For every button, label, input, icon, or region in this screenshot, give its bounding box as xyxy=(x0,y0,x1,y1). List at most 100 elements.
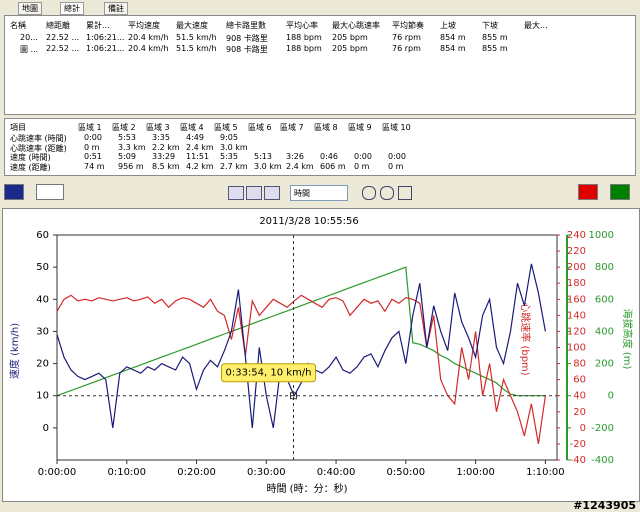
table-cell: 5:53 xyxy=(118,133,136,142)
y3-tick-label: 200 xyxy=(595,359,614,370)
table-cell: 0:00 xyxy=(388,152,406,161)
column-header: 平均節奏 xyxy=(392,21,424,30)
column-header: 項目 xyxy=(10,123,26,132)
color-picker[interactable] xyxy=(578,184,598,200)
x-tick-label: 0:00:00 xyxy=(38,467,77,478)
column-header: 區域 8 xyxy=(314,123,338,132)
toolbar-button[interactable] xyxy=(246,186,262,200)
y2-tick-label: 140 xyxy=(567,310,586,321)
table-cell: 1:06:21... xyxy=(86,33,125,42)
y2-tick-label: -20 xyxy=(570,439,586,450)
table-cell: 22.52 ... xyxy=(46,33,80,42)
tab: 總計 xyxy=(60,2,84,15)
table-cell: 855 m xyxy=(482,44,508,53)
toolbar-button[interactable] xyxy=(264,186,280,200)
y2-tick-label: 180 xyxy=(567,278,586,289)
column-header: 區域 6 xyxy=(248,123,272,132)
y2-tick-label: 200 xyxy=(567,262,586,273)
table-cell: 20.4 km/h xyxy=(128,44,169,53)
x-tick-label: 0:10:00 xyxy=(107,467,146,478)
table-cell: 心跳速率 (距離) xyxy=(10,143,67,153)
table-cell: 5:35 xyxy=(220,152,238,161)
table-cell: 76 rpm xyxy=(392,33,421,42)
table-cell: 76 rpm xyxy=(392,44,421,53)
table-cell: 圖 ... xyxy=(20,45,39,54)
table-cell: 51.5 km/h xyxy=(176,44,217,53)
x-mode-dropdown[interactable]: 時間 xyxy=(290,185,348,201)
toolbar-button[interactable] xyxy=(228,186,244,200)
table-cell: 8.5 km xyxy=(152,161,180,171)
table-cell: 0 m xyxy=(354,161,370,171)
table-cell: 854 m xyxy=(440,33,466,42)
color-picker[interactable] xyxy=(4,184,24,200)
table-cell: 速度 (時間) xyxy=(10,153,51,162)
y-tick-label: 10 xyxy=(36,391,49,402)
y3-tick-label: 800 xyxy=(595,262,614,273)
table-cell: 0 m xyxy=(388,161,404,171)
table-cell: 855 m xyxy=(482,33,508,42)
y3-tick-label: 0 xyxy=(608,391,614,402)
column-header: 區域 9 xyxy=(348,123,372,132)
zoom-fit[interactable] xyxy=(398,186,412,200)
x-axis-label: 時間 (時：分：秒) xyxy=(267,482,348,495)
column-header: 區域 3 xyxy=(146,123,170,132)
x-tick-label: 0:50:00 xyxy=(387,467,426,478)
table-cell: 5:13 xyxy=(254,152,272,161)
table-cell: 9:05 xyxy=(220,133,238,142)
table-cell: 2.7 km xyxy=(220,161,248,171)
annotation-box xyxy=(221,363,317,383)
table-cell: 11:51 xyxy=(186,152,210,161)
x-tick-label: 0:30:00 xyxy=(247,467,286,478)
column-header: 區域 2 xyxy=(112,123,136,132)
series-line xyxy=(56,266,546,397)
y-tick-label: 20 xyxy=(36,359,49,370)
dropdown-value: 時間 xyxy=(294,189,310,198)
column-header: 平均速度 xyxy=(128,21,160,30)
column-header: 最大心跳速率 xyxy=(332,21,380,30)
table-cell: 908 卡路里 xyxy=(226,34,268,43)
table-cell: 205 bpm xyxy=(332,44,368,53)
table-cell: 0:51 xyxy=(84,152,102,161)
crosshair-point xyxy=(290,392,298,400)
y3-tick-label: -200 xyxy=(591,423,614,434)
y3-axis-label: 海拔高度 (m) xyxy=(621,309,634,370)
column-header: 區域 5 xyxy=(214,123,238,132)
x-tick-label: 1:00:00 xyxy=(456,467,495,478)
y2-tick-label: 80 xyxy=(573,359,586,370)
table-cell: 4.2 km xyxy=(186,161,214,171)
column-header: 區域 1 xyxy=(78,123,102,132)
table-cell: 188 bpm xyxy=(286,33,322,42)
y2-tick-label: 220 xyxy=(567,246,586,257)
table-cell: 205 bpm xyxy=(332,33,368,42)
zoom-in[interactable] xyxy=(362,186,376,200)
table-cell: 854 m xyxy=(440,44,466,53)
color-picker[interactable] xyxy=(610,184,630,200)
tab: 地圖 xyxy=(18,2,42,15)
y2-tick-label: 160 xyxy=(567,294,586,305)
color-picker[interactable] xyxy=(36,184,64,200)
column-header: 累計... xyxy=(86,21,110,30)
summary-panel xyxy=(4,15,636,115)
annotation: 0:33:54, 10 km/h xyxy=(225,368,311,379)
table-cell: 0:00 xyxy=(84,133,102,142)
table-cell: 20... xyxy=(20,33,38,42)
column-header: 總卡路里數 xyxy=(226,21,266,30)
y-tick-label: 40 xyxy=(36,294,49,305)
table-cell: 3:26 xyxy=(286,152,304,161)
y2-tick-label: 20 xyxy=(573,407,586,418)
y3-tick-label: 400 xyxy=(595,326,614,337)
table-cell: 2.2 km xyxy=(152,142,180,152)
zoom-out[interactable] xyxy=(380,186,394,200)
column-header: 最大速度 xyxy=(176,21,208,30)
table-cell: 0:00 xyxy=(354,152,372,161)
plot-frame xyxy=(56,234,558,461)
series-line xyxy=(56,263,546,429)
table-cell: 2.4 km xyxy=(286,161,314,171)
y2-tick-label: 60 xyxy=(573,375,586,386)
x-tick-label: 1:10:00 xyxy=(526,467,565,478)
table-cell: 5:09 xyxy=(118,152,136,161)
table-cell: 956 m xyxy=(118,161,144,171)
y2-tick-label: 240 xyxy=(567,230,586,241)
table-cell: 3.0 km xyxy=(254,161,282,171)
